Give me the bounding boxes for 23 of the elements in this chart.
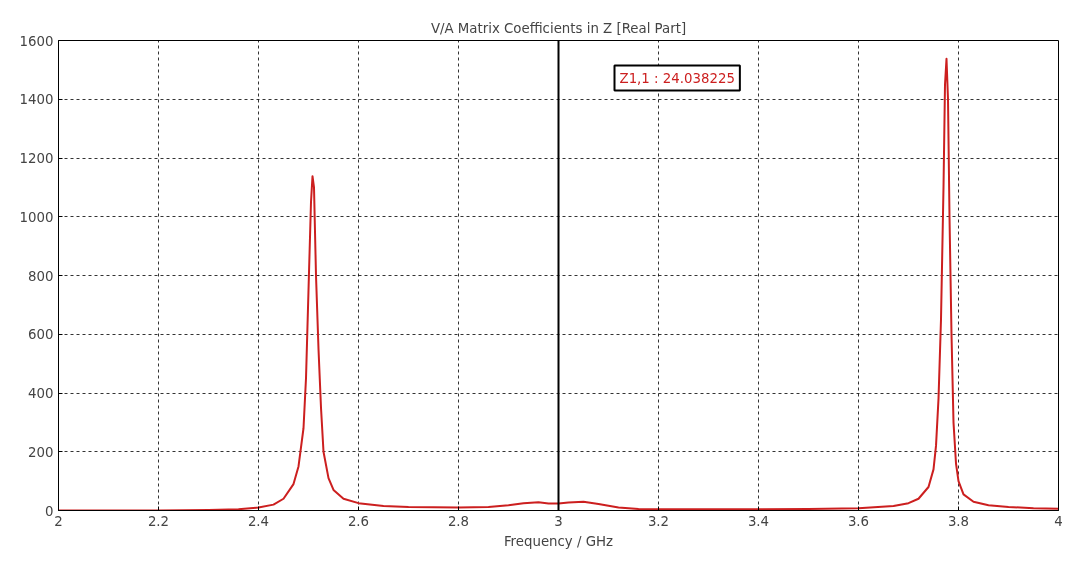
x-tick-label: 2.4 [247,513,270,529]
x-axis-title: Frequency / GHz [503,533,614,549]
x-tick-label: 3.6 [847,513,870,529]
y-tick-label: 1200 [19,151,54,166]
x-tick-label: 3.2 [647,513,670,529]
y-tick-label: 1400 [19,92,54,108]
x-tick-label: 4 [1054,513,1063,529]
x-tick-label: 3.4 [747,513,770,529]
y-tick-label: 800 [28,268,54,284]
y-tick-label: 1000 [19,209,54,225]
y-tick-label: 600 [28,327,54,343]
x-tick-label: 2.2 [147,513,170,529]
y-tick-label: 0 [45,503,54,519]
x-tick-label: 2.6 [347,513,370,529]
annotation: Z1,1 : 24.038225 [619,70,735,86]
x-tick-label: 2 [54,513,63,529]
x-tick-label: 3 [554,513,563,529]
y-tick-label: 1600 [19,33,54,49]
x-tick-label: 2.8 [447,513,470,529]
x-tick-label: 3.8 [947,513,970,529]
chart-title: V/A Matrix Coefficients in Z [Real Part] [430,20,687,36]
y-tick-label: 400 [28,386,54,401]
y-tick-label: 200 [28,444,54,460]
